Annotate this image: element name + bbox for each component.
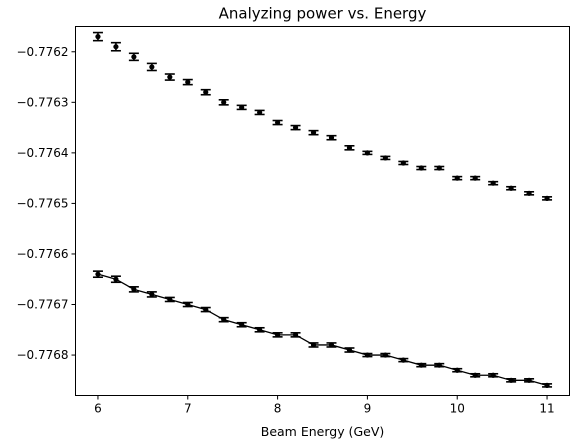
data-point (95, 34, 101, 40)
x-tick-label: 7 (184, 402, 192, 416)
data-point (526, 377, 532, 383)
data-point (221, 317, 227, 323)
data-point (113, 44, 119, 50)
data-point (364, 150, 371, 156)
y-tick-label: −0.7766 (16, 247, 68, 261)
data-point (418, 165, 424, 171)
data-point (508, 185, 514, 191)
data-point (149, 291, 155, 298)
data-point (346, 347, 353, 353)
data-point (131, 54, 137, 60)
x-tick-label: 8 (274, 402, 282, 416)
data-point (203, 89, 209, 95)
data-point (167, 74, 173, 80)
data-point (292, 124, 299, 131)
data-point (526, 190, 532, 196)
data-point (221, 99, 227, 105)
data-point (239, 322, 245, 328)
data-point (436, 165, 442, 171)
data-point (239, 104, 245, 110)
data-point (292, 332, 299, 338)
data-point (257, 327, 263, 333)
data-point (113, 276, 119, 282)
data-point (490, 180, 496, 186)
data-point (508, 377, 514, 383)
data-point (472, 175, 478, 181)
data-point (454, 367, 460, 373)
data-point (544, 382, 550, 388)
data-point (203, 306, 209, 313)
data-point (436, 362, 442, 368)
data-point (382, 352, 388, 358)
x-tick-label: 10 (450, 402, 465, 416)
data-point (328, 135, 335, 141)
plot-frame (75, 26, 570, 396)
y-tick-label: −0.7762 (16, 45, 68, 59)
data-point (149, 64, 155, 70)
data-point (400, 357, 406, 363)
data-point (454, 175, 460, 181)
data-point (328, 342, 335, 348)
series-2 (92, 270, 553, 388)
data-point (400, 160, 406, 166)
data-point (274, 332, 281, 338)
data-point (310, 130, 317, 136)
y-tick-label: −0.7764 (16, 146, 68, 160)
data-point (544, 195, 550, 201)
data-point (490, 372, 496, 378)
data-point (418, 362, 424, 368)
x-tick-label: 9 (364, 402, 372, 416)
data-point (131, 286, 137, 292)
data-point (257, 109, 263, 116)
chart-title: Analyzing power vs. Energy (219, 5, 427, 23)
y-tick-label: −0.7768 (16, 348, 68, 362)
data-point (364, 352, 371, 358)
x-tick-label: 6 (94, 402, 102, 416)
plot-area (92, 31, 553, 388)
data-point (167, 296, 173, 303)
y-tick-label: −0.7763 (16, 95, 68, 109)
data-point (382, 155, 388, 161)
y-tick-label: −0.7767 (16, 298, 68, 312)
data-point (185, 301, 191, 308)
series-line (97, 273, 548, 387)
x-axis-label: Beam Energy (GeV) (261, 424, 385, 439)
x-tick-label: 11 (539, 402, 554, 416)
series-1 (92, 31, 553, 201)
data-point (185, 79, 191, 85)
data-point (472, 372, 478, 378)
data-point (274, 119, 281, 126)
data-point (346, 145, 353, 151)
y-tick-label: −0.7765 (16, 196, 68, 210)
data-point (95, 271, 101, 277)
data-point (310, 342, 317, 348)
